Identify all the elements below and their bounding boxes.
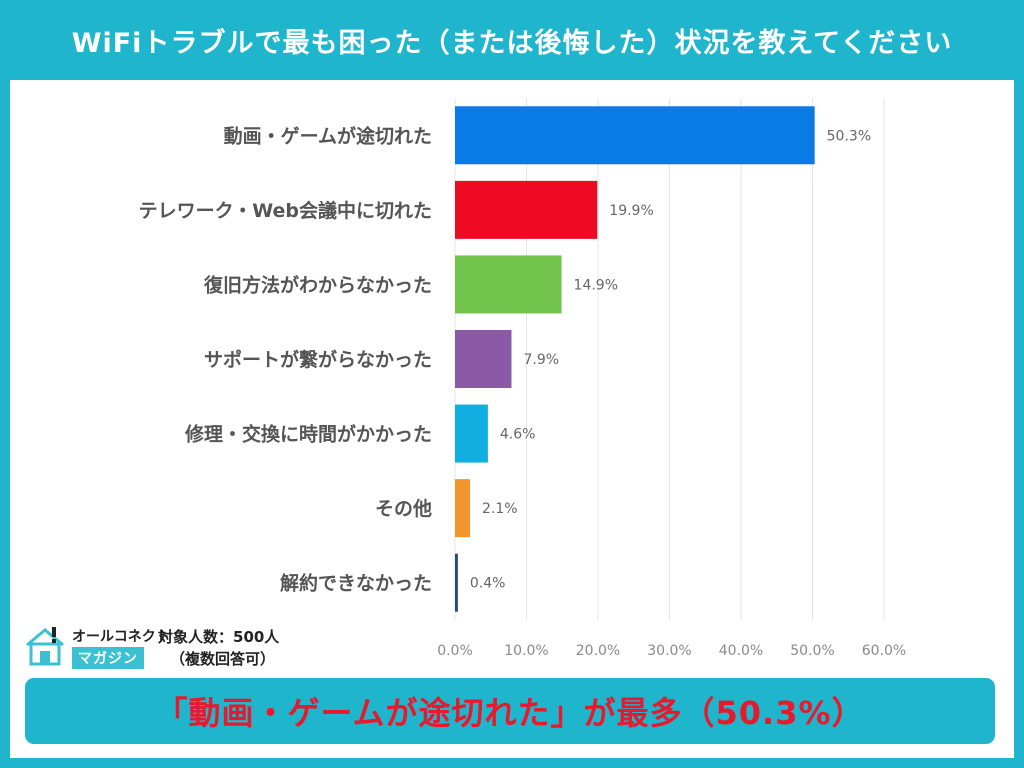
x-tick-label: 20.0% <box>576 643 620 659</box>
chart-panel: 0.0% 10.0% 20.0% 30.0% 40.0% 50.0% 60.0% 動画・ゲーム… <box>10 80 1014 758</box>
logo-text-bottom: マガジン <box>72 647 144 669</box>
category-label: 動画・ゲームが途切れた <box>224 124 432 147</box>
data-label: 14.9% <box>574 277 618 293</box>
bar <box>455 106 815 165</box>
chart-title: WiFiトラブルで最も困った（または後悔した）状況を教えてください <box>71 27 953 59</box>
x-tick-label: 60.0% <box>862 643 906 659</box>
x-tick-label: 40.0% <box>719 643 763 659</box>
house-logo-icon <box>26 627 64 666</box>
category-label: テレワーク・Web会議中に切れた <box>139 199 432 222</box>
category-label: 修理・交換に時間がかかった <box>184 423 432 446</box>
respondent-count: 対象人数：500人 <box>158 628 280 646</box>
data-label: 0.4% <box>470 576 506 592</box>
bar <box>455 255 562 314</box>
bar <box>455 330 512 388</box>
bar <box>455 180 598 239</box>
logo-text-top: オールコネクト <box>72 629 170 645</box>
footnote: オールコネクト マガジン 対象人数：500人 （複数回答可） <box>20 623 320 673</box>
data-label: 7.9% <box>523 352 559 368</box>
category-label: その他 <box>375 497 432 520</box>
data-label: 50.3% <box>827 128 871 144</box>
x-tick-label: 0.0% <box>437 643 473 659</box>
multiple-answer-note: （複数回答可） <box>170 650 276 668</box>
bar <box>455 553 458 612</box>
bar <box>455 479 471 538</box>
category-label: 解約できなかった <box>280 572 432 595</box>
bar <box>455 404 488 463</box>
data-label: 2.1% <box>482 501 518 517</box>
x-tick-label: 10.0% <box>504 643 548 659</box>
result-callout: 「動画・ゲームが途切れた」が最多（50.3%） <box>22 675 998 747</box>
x-tick-label: 30.0% <box>647 643 691 659</box>
category-label: サポートが繋がらなかった <box>204 348 432 371</box>
category-label: 復旧方法がわからなかった <box>203 273 432 296</box>
bar-chart: 0.0% 10.0% 20.0% 30.0% 40.0% 50.0% 60.0% 動画・ゲーム… <box>139 98 906 659</box>
x-tick-label: 50.0% <box>790 643 834 659</box>
data-label: 19.9% <box>609 203 653 219</box>
data-label: 4.6% <box>500 427 536 443</box>
